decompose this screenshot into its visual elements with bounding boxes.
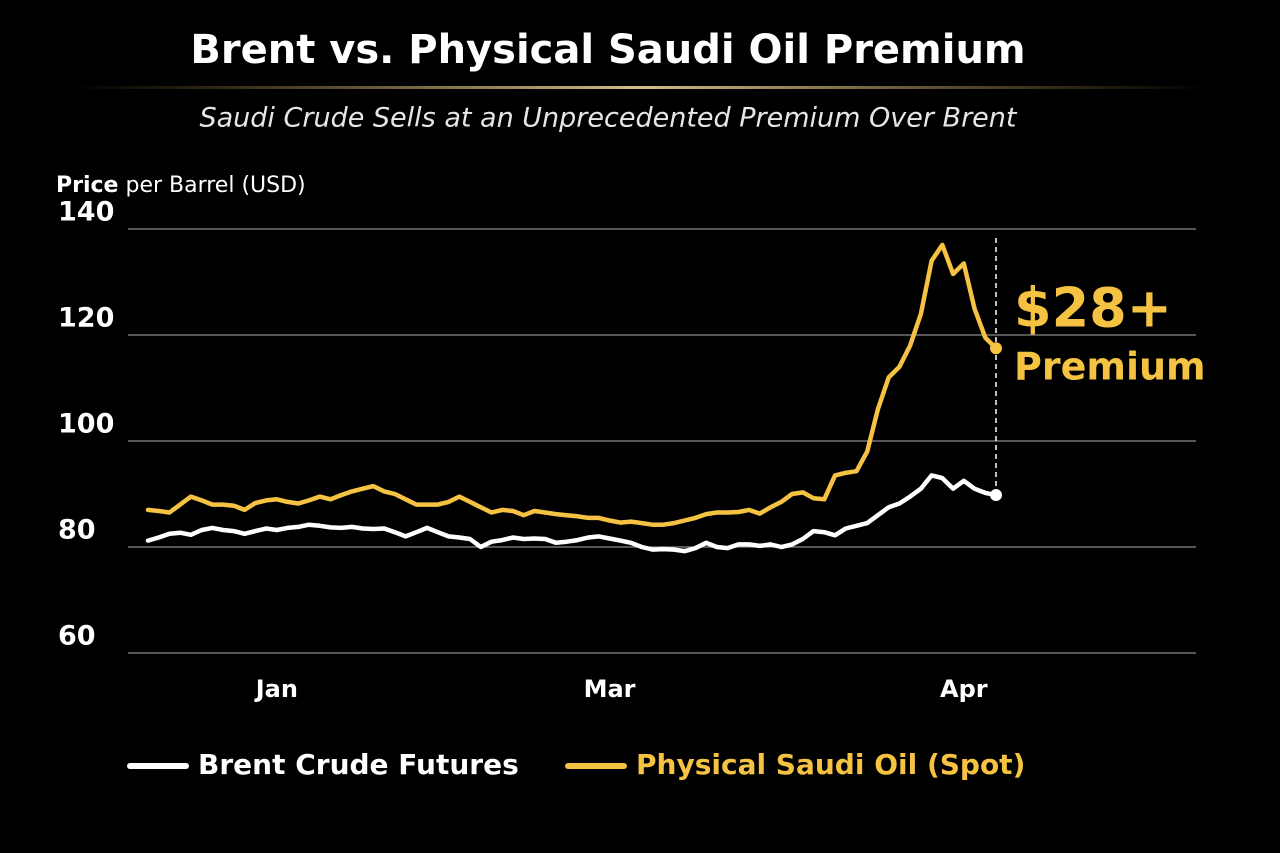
y-tick-label: 80 (58, 515, 96, 546)
y-tick-label: 120 (58, 303, 114, 334)
end-point (990, 342, 1002, 355)
x-tick-label: Jan (254, 675, 298, 703)
annotation-text: Premium (1014, 345, 1206, 389)
y-tick-label: 100 (58, 409, 114, 440)
chart-title: Brent vs. Physical Saudi Oil Premium (190, 27, 1025, 73)
x-tick-label: Apr (940, 675, 988, 703)
annotation-value: $28+ (1014, 277, 1172, 340)
y-tick-label: 60 (58, 621, 96, 652)
line-series (145, 242, 999, 527)
legend-label: Brent Crude Futures (198, 748, 519, 781)
x-tick-label: Mar (584, 675, 636, 703)
chart-subtitle: Saudi Crude Sells at an Unprecedented Pr… (200, 103, 1018, 134)
y-axis-label: Price per Barrel (USD) (56, 173, 306, 198)
end-point (990, 489, 1002, 502)
title-rule (70, 86, 1210, 89)
y-tick-label: 140 (58, 197, 114, 228)
line-series (145, 473, 999, 554)
legend-label: Physical Saudi Oil (Spot) (636, 748, 1025, 781)
